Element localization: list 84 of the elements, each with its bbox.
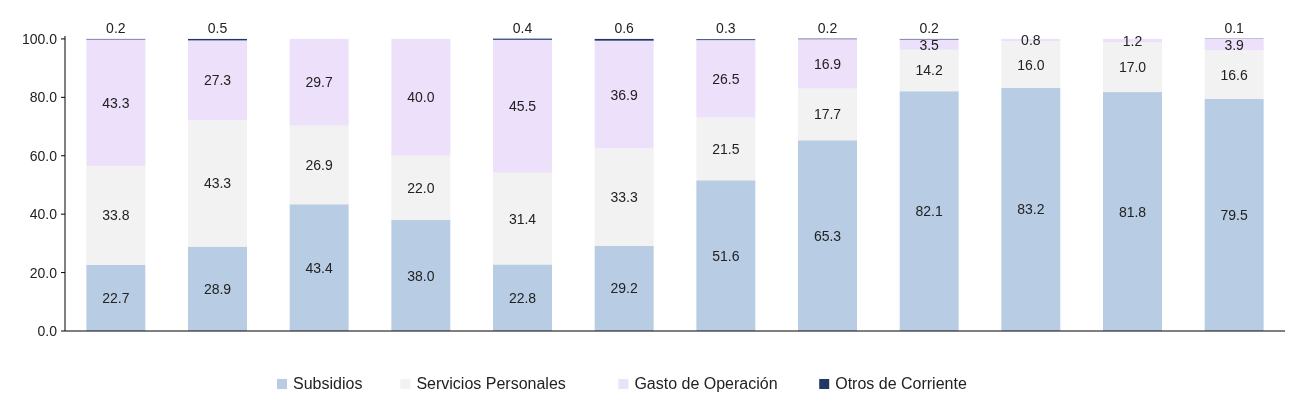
data-label: 0.1 xyxy=(1224,19,1245,36)
y-tick-label: 80.0 xyxy=(29,89,58,106)
bar xyxy=(594,245,654,331)
data-label: 3.9 xyxy=(1224,36,1245,53)
data-label: 17.0 xyxy=(1118,59,1147,76)
bar xyxy=(594,40,654,149)
y-tick-label: 0.0 xyxy=(37,323,58,339)
data-label: 0.5 xyxy=(207,19,228,36)
bar xyxy=(798,140,857,331)
data-label: 16.0 xyxy=(1017,56,1045,73)
data-label: 33.3 xyxy=(610,189,638,206)
data-label: 0.6 xyxy=(614,19,635,36)
bar xyxy=(289,38,349,126)
bar xyxy=(1103,92,1162,331)
legend-label: Otros de Corriente xyxy=(835,375,967,392)
legend-label: Gasto de Operación xyxy=(634,375,778,392)
bar xyxy=(86,264,146,331)
bar xyxy=(86,165,146,265)
data-label: 21.5 xyxy=(712,140,740,157)
data-label: 36.9 xyxy=(610,86,638,103)
bar xyxy=(86,39,146,166)
data-label: 22.0 xyxy=(407,179,435,196)
data-label: 43.4 xyxy=(305,259,333,276)
data-label: 22.8 xyxy=(508,289,537,306)
data-label: 16.6 xyxy=(1220,66,1248,83)
data-label: 3.5 xyxy=(919,36,940,53)
data-label: 26.5 xyxy=(712,70,740,87)
data-label: 82.1 xyxy=(915,203,943,220)
bar xyxy=(696,117,756,181)
bar xyxy=(1204,98,1264,331)
data-label: 0.2 xyxy=(106,19,126,36)
bar xyxy=(696,40,756,118)
bar xyxy=(594,148,654,246)
bar xyxy=(1204,50,1264,99)
bar xyxy=(493,172,552,265)
bar xyxy=(188,246,247,331)
data-label: 33.8 xyxy=(102,207,130,224)
data-label: 43.3 xyxy=(102,94,130,111)
data-label: 16.9 xyxy=(813,55,842,72)
data-label: 79.5 xyxy=(1220,206,1248,223)
bar xyxy=(391,155,451,221)
bar xyxy=(798,88,857,141)
bar xyxy=(289,204,349,331)
y-tick-label: 60.0 xyxy=(29,147,58,164)
data-label: 45.5 xyxy=(508,98,537,115)
bar xyxy=(899,49,959,92)
bar xyxy=(899,91,959,331)
data-label: 43.3 xyxy=(203,175,232,192)
data-label: 81.8 xyxy=(1118,203,1147,220)
bar xyxy=(798,39,857,89)
data-label: 22.7 xyxy=(102,289,130,306)
data-label: 83.2 xyxy=(1017,201,1045,218)
data-label: 14.2 xyxy=(915,62,943,79)
bar xyxy=(1001,87,1061,331)
data-label: 27.3 xyxy=(203,72,232,89)
data-label: 31.4 xyxy=(508,210,537,227)
legend-label: Subsidios xyxy=(293,375,363,392)
data-label: 65.3 xyxy=(813,227,842,244)
bar xyxy=(188,120,247,247)
data-label: 1.2 xyxy=(1122,32,1143,49)
data-label: 38.0 xyxy=(407,267,435,284)
bar xyxy=(696,180,756,331)
data-label: 26.9 xyxy=(305,156,333,173)
data-label: 29.7 xyxy=(305,74,333,91)
data-label: 0.2 xyxy=(817,19,838,36)
data-label: 0.2 xyxy=(919,19,940,36)
data-label: 0.8 xyxy=(1021,32,1041,49)
data-label: 29.2 xyxy=(610,280,638,297)
data-label: 40.0 xyxy=(407,89,435,106)
y-tick-label: 100.0 xyxy=(21,30,58,47)
bar xyxy=(391,38,451,156)
data-label: 51.6 xyxy=(712,247,740,264)
y-tick-label: 40.0 xyxy=(29,206,58,223)
bar xyxy=(493,39,552,173)
data-label: 17.7 xyxy=(813,106,842,123)
y-tick-label: 20.0 xyxy=(29,264,58,281)
bar xyxy=(289,125,349,205)
data-label: 0.3 xyxy=(716,20,736,37)
bar xyxy=(391,220,451,331)
legend-label: Servicios Personales xyxy=(416,375,566,392)
data-label: 0.4 xyxy=(512,19,533,36)
bar xyxy=(188,40,247,121)
bar xyxy=(493,264,552,331)
data-label: 28.9 xyxy=(203,280,232,297)
